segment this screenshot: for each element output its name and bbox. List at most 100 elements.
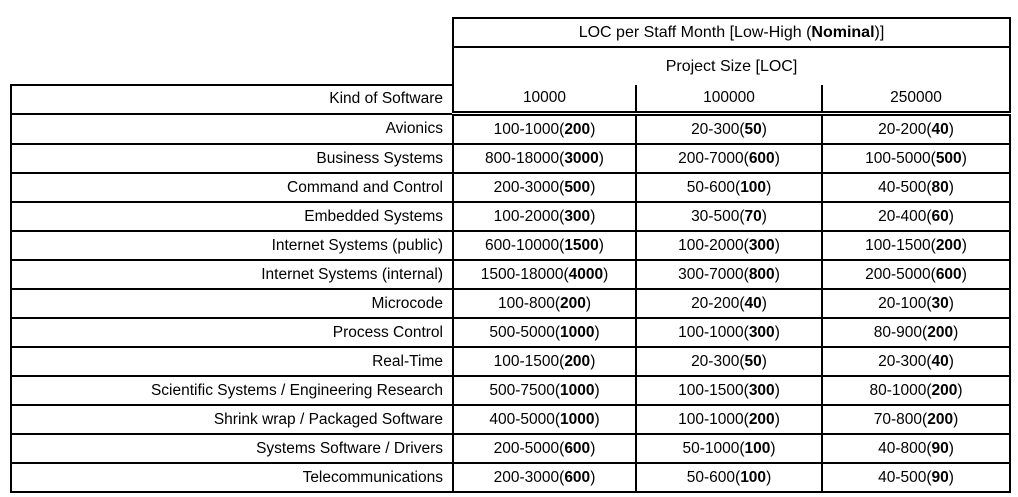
loc-range-close: ) xyxy=(590,468,596,486)
loc-range-cell: 80-1000(200) xyxy=(820,375,1012,406)
loc-range-close: ) xyxy=(774,149,780,167)
loc-range-close: ) xyxy=(594,381,600,399)
loc-range-text: 20-300( xyxy=(691,120,745,138)
table-row: Real-Time 100-1500(200) 20-300(50) 20-300(4… xyxy=(10,346,1012,377)
nominal-value: 200 xyxy=(560,294,586,312)
nominal-value: 1000 xyxy=(560,381,595,399)
table-title-text: LOC per Staff Month [Low-High ( xyxy=(578,23,812,41)
nominal-value: 3000 xyxy=(564,149,599,167)
loc-range-close: ) xyxy=(948,468,954,486)
loc-range-text: 50-600( xyxy=(686,178,741,196)
loc-range-close: ) xyxy=(957,381,963,399)
loc-range-close: ) xyxy=(590,352,596,370)
loc-range-cell: 500-5000(1000) xyxy=(452,317,637,348)
nominal-value: 90 xyxy=(931,468,949,486)
row-kind-label: Command and Control xyxy=(10,172,454,203)
size-header-250000: 250000 xyxy=(820,85,1012,116)
loc-table-body: Avionics 100-1000(200) 20-300(50) 20-200(40… xyxy=(10,112,1012,493)
loc-range-close: ) xyxy=(961,149,967,167)
loc-range-text: 100-2000( xyxy=(493,207,565,225)
loc-range-close: ) xyxy=(948,352,954,370)
row-kind-label: Process Control xyxy=(10,317,454,348)
table-row: Systems Software / Drivers 200-5000(600) 5… xyxy=(10,433,1012,464)
loc-range-close: ) xyxy=(774,236,780,254)
loc-range-cell: 80-900(200) xyxy=(820,317,1012,348)
loc-table: LOC per Staff Month [Low-High (Nominal)]… xyxy=(10,17,1012,493)
nominal-value: 600 xyxy=(935,265,962,283)
row-kind-label: Internet Systems (internal) xyxy=(10,259,454,290)
loc-range-cell: 100-1000(200) xyxy=(635,404,823,435)
row-kind-label: Business Systems xyxy=(10,143,454,174)
loc-range-text: 80-900( xyxy=(873,323,928,341)
loc-range-text: 20-400( xyxy=(878,207,932,225)
loc-range-cell: 100-1500(200) xyxy=(452,346,637,377)
nominal-value: 60 xyxy=(931,207,949,225)
table-row: Microcode 100-800(200) 20-200(40) 20-100(30… xyxy=(10,288,1012,319)
nominal-value: 1000 xyxy=(560,323,595,341)
loc-range-close: ) xyxy=(761,294,767,312)
loc-range-close: ) xyxy=(590,178,596,196)
table-row: Embedded Systems 100-2000(300) 30-500(70) 2… xyxy=(10,201,1012,232)
loc-range-text: 20-100( xyxy=(878,294,932,312)
nominal-value: 50 xyxy=(744,120,762,138)
loc-range-cell: 200-7000(600) xyxy=(635,143,823,174)
row-kind-label: Internet Systems (public) xyxy=(10,230,454,261)
loc-range-text: 20-300( xyxy=(691,352,745,370)
loc-range-text: 200-3000( xyxy=(493,468,565,486)
nominal-value: 300 xyxy=(564,207,591,225)
nominal-value: 40 xyxy=(744,294,762,312)
nominal-value: 600 xyxy=(748,149,775,167)
loc-range-cell: 20-400(60) xyxy=(820,201,1012,232)
kind-of-software-header: Kind of Software xyxy=(10,84,454,115)
table-title-suffix: )] xyxy=(874,23,885,41)
loc-range-close: ) xyxy=(961,236,967,254)
loc-range-cell: 100-800(200) xyxy=(452,288,637,319)
nominal-value: 1000 xyxy=(560,410,595,428)
row-kind-label: Avionics xyxy=(10,112,454,145)
loc-range-close: ) xyxy=(774,323,780,341)
nominal-value: 300 xyxy=(748,381,775,399)
loc-range-close: ) xyxy=(603,265,609,283)
nominal-value: 70 xyxy=(744,207,762,225)
loc-range-close: ) xyxy=(961,265,967,283)
subtitle-row: Project Size [LOC] xyxy=(11,46,1012,85)
table-row: Internet Systems (public) 600-10000(1500)… xyxy=(10,230,1012,261)
table-row: Process Control 500-5000(1000) 100-1000(30… xyxy=(10,317,1012,348)
loc-range-text: 300-7000( xyxy=(678,265,749,283)
loc-range-cell: 100-1500(200) xyxy=(820,230,1012,261)
loc-range-text: 40-800( xyxy=(878,439,932,457)
nominal-value: 200 xyxy=(564,352,591,370)
loc-range-cell: 100-2000(300) xyxy=(452,201,637,232)
loc-range-text: 100-1500( xyxy=(678,381,749,399)
loc-range-close: ) xyxy=(598,149,604,167)
loc-range-cell: 70-800(200) xyxy=(820,404,1012,435)
row-kind-label: Shrink wrap / Packaged Software xyxy=(10,404,454,435)
nominal-value: 100 xyxy=(744,439,771,457)
loc-range-cell: 40-500(80) xyxy=(820,172,1012,203)
loc-range-cell: 100-2000(300) xyxy=(635,230,823,261)
loc-range-close: ) xyxy=(948,439,954,457)
nominal-value: 90 xyxy=(931,439,949,457)
loc-range-text: 40-500( xyxy=(878,178,932,196)
nominal-value: 200 xyxy=(935,236,962,254)
nominal-value: 200 xyxy=(931,381,958,399)
project-size-header: Project Size [LOC] xyxy=(451,46,1012,85)
row-kind-label: Scientific Systems / Engineering Researc… xyxy=(10,375,454,406)
table-row: Command and Control 200-3000(500) 50-600(1… xyxy=(10,172,1012,203)
row-kind-label: Systems Software / Drivers xyxy=(10,433,454,464)
loc-range-cell: 1500-18000(4000) xyxy=(452,259,637,290)
loc-range-close: ) xyxy=(590,207,596,225)
loc-range-close: ) xyxy=(590,120,596,138)
loc-range-close: ) xyxy=(766,468,772,486)
loc-range-cell: 20-300(50) xyxy=(635,112,823,145)
loc-range-text: 1500-18000( xyxy=(480,265,569,283)
loc-range-text: 500-7500( xyxy=(489,381,560,399)
column-header-row: Kind of Software 10000 100000 250000 xyxy=(10,84,1012,116)
loc-range-close: ) xyxy=(598,236,604,254)
row-kind-label: Microcode xyxy=(10,288,454,319)
nominal-value: 40 xyxy=(931,352,949,370)
loc-range-cell: 100-1000(200) xyxy=(452,112,637,145)
loc-range-text: 20-200( xyxy=(878,120,932,138)
loc-range-cell: 40-500(90) xyxy=(820,462,1012,493)
loc-range-text: 20-300( xyxy=(878,352,932,370)
